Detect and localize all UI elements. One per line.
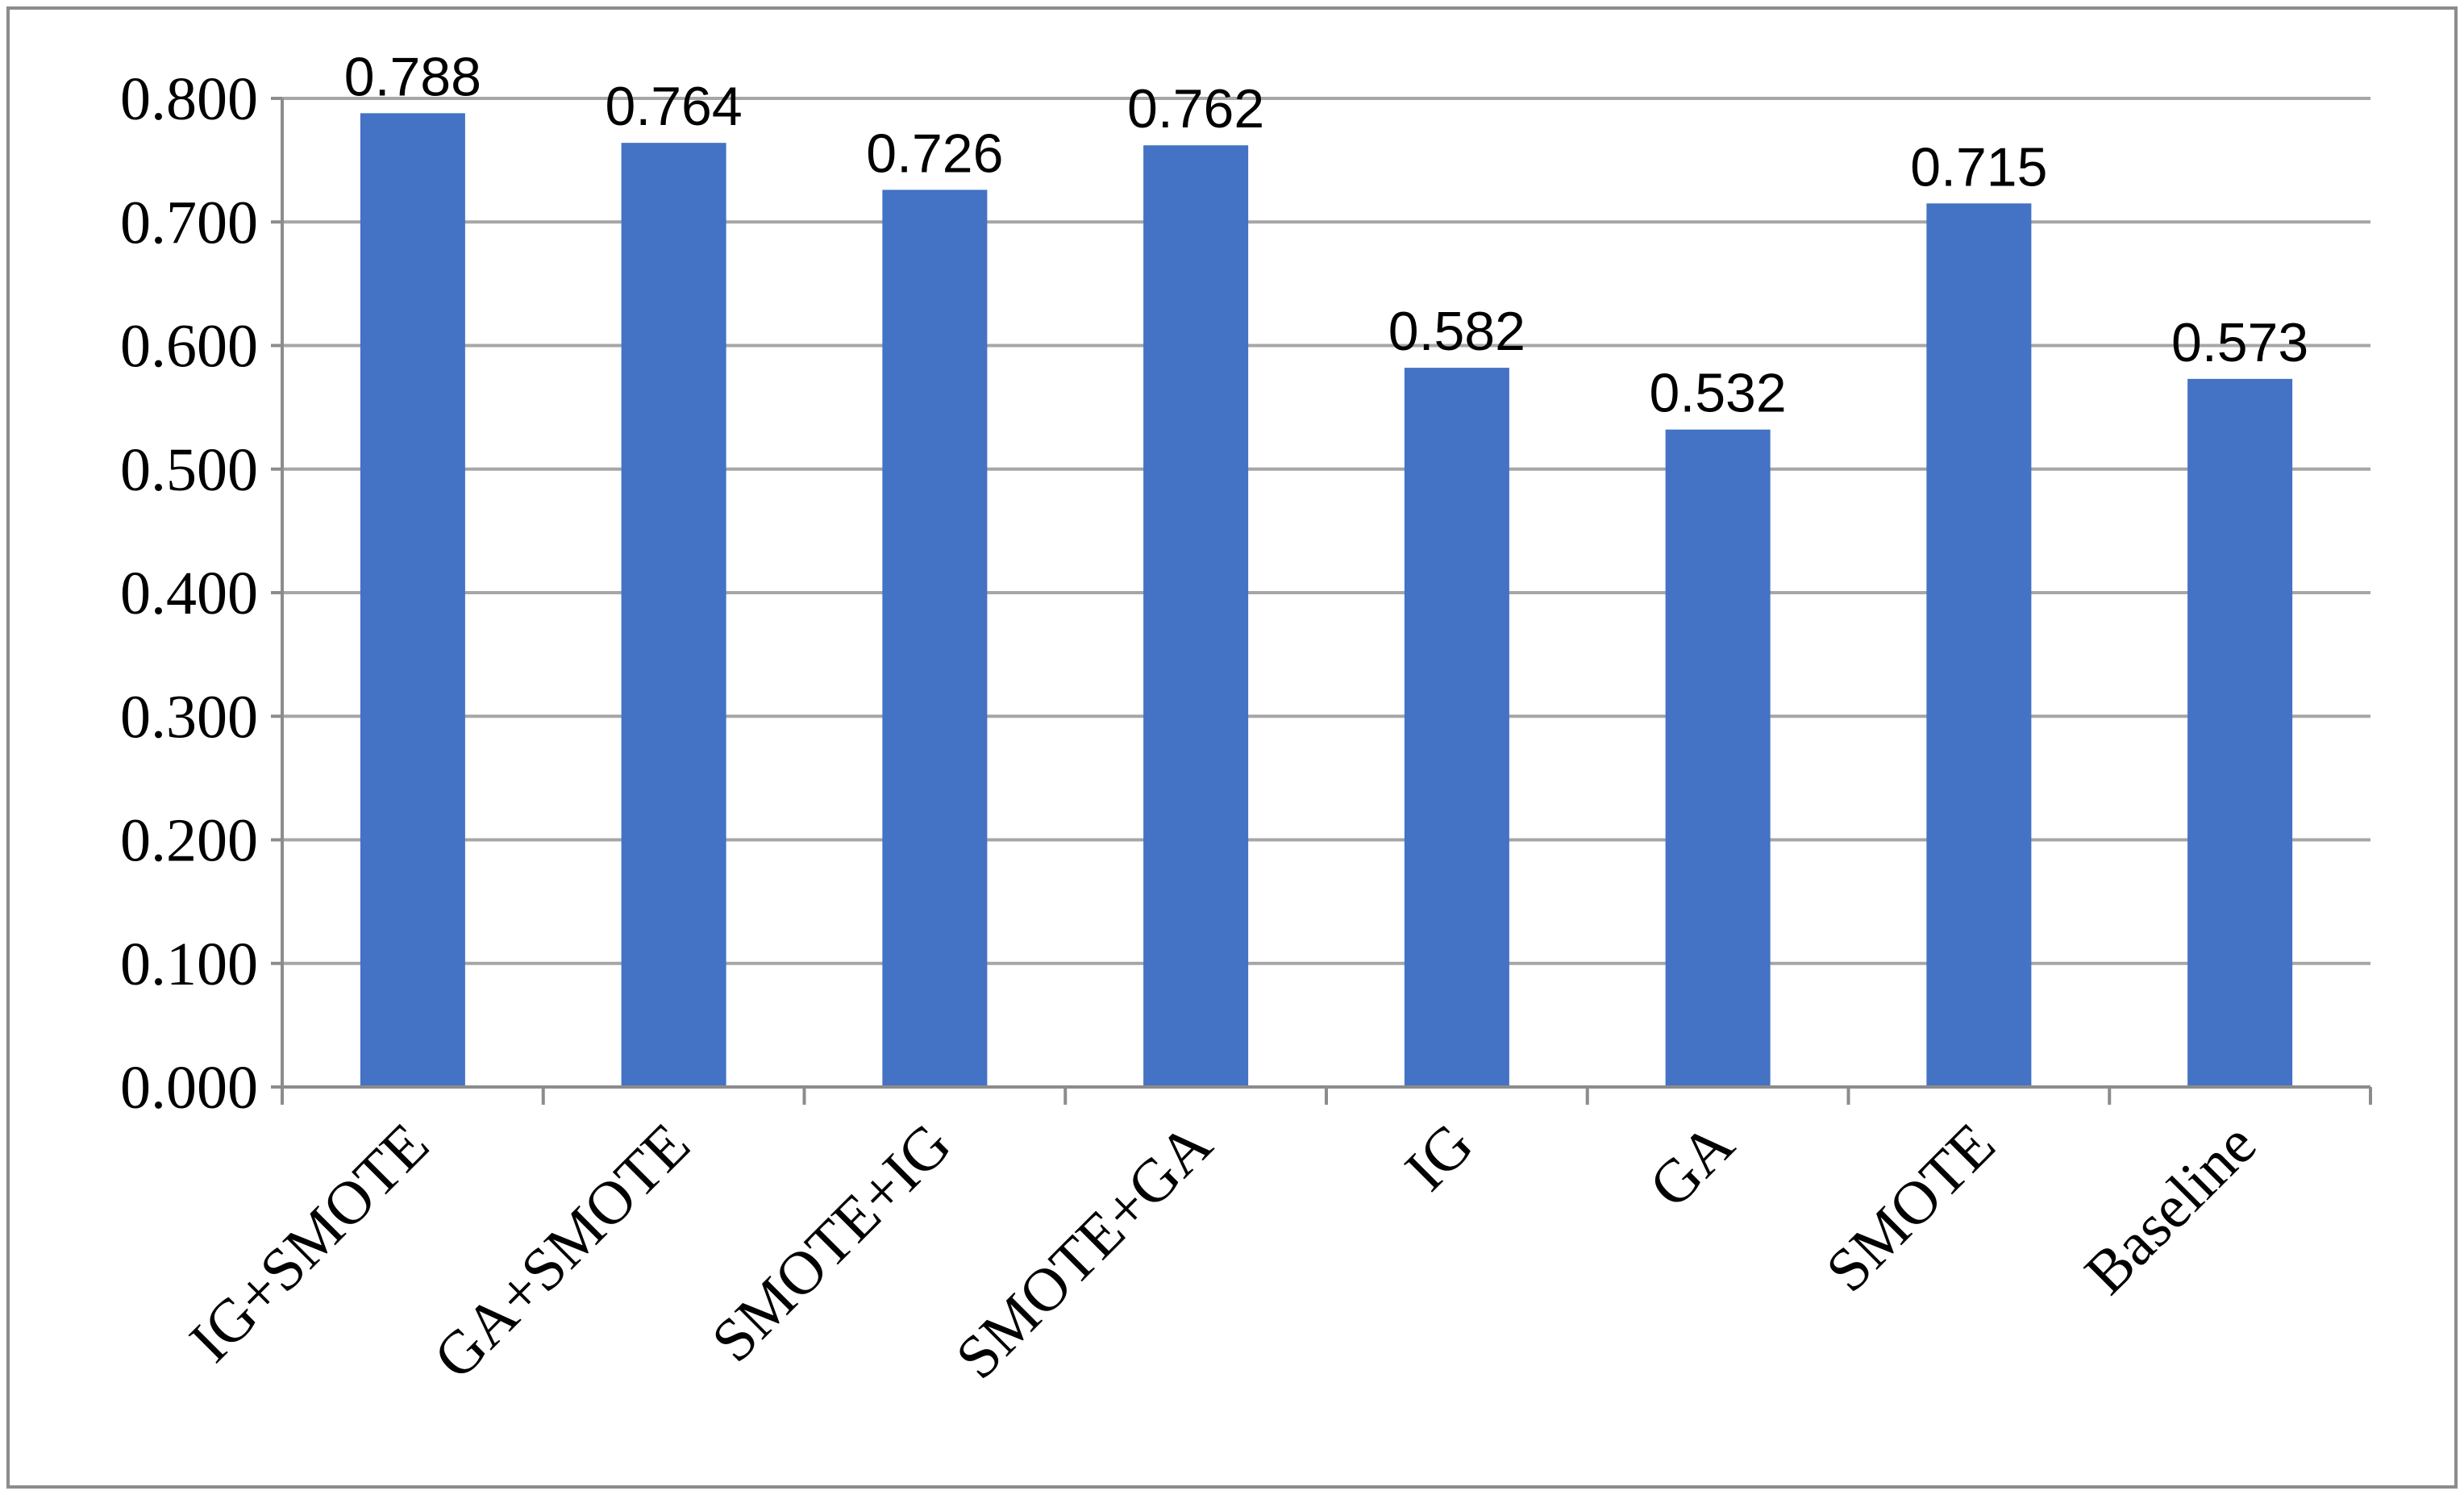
data-label: 0.573 <box>2171 312 2308 373</box>
data-label: 0.762 <box>1127 78 1264 140</box>
y-tick-label: 0.600 <box>120 313 258 381</box>
bar-smote-ig <box>882 189 988 1087</box>
bar-ga-smote <box>621 143 726 1087</box>
data-label: 0.764 <box>606 76 743 137</box>
bar-smote-ga <box>1143 145 1249 1088</box>
data-label: 0.532 <box>1650 363 1787 424</box>
bar-smote <box>1926 203 2032 1088</box>
bar-ig <box>1404 368 1509 1088</box>
data-label: 0.788 <box>344 46 481 107</box>
bars <box>360 113 2293 1088</box>
bar-baseline <box>2187 378 2293 1087</box>
y-tick-label: 0.000 <box>120 1054 258 1122</box>
y-tick-label: 0.800 <box>120 65 258 133</box>
y-tick-label: 0.200 <box>120 807 258 875</box>
y-tick-label: 0.300 <box>120 683 258 751</box>
y-tick-label: 0.500 <box>120 436 258 504</box>
data-label: 0.726 <box>866 123 1003 184</box>
y-tick-label: 0.700 <box>120 189 258 256</box>
bar-ga <box>1665 429 1771 1087</box>
bar-ig-smote <box>360 113 465 1087</box>
y-tick-label: 0.100 <box>120 931 258 998</box>
y-tick-label: 0.400 <box>120 560 258 627</box>
axes <box>271 97 2372 1105</box>
data-label: 0.715 <box>1910 136 2047 198</box>
data-label: 0.582 <box>1388 301 1525 362</box>
